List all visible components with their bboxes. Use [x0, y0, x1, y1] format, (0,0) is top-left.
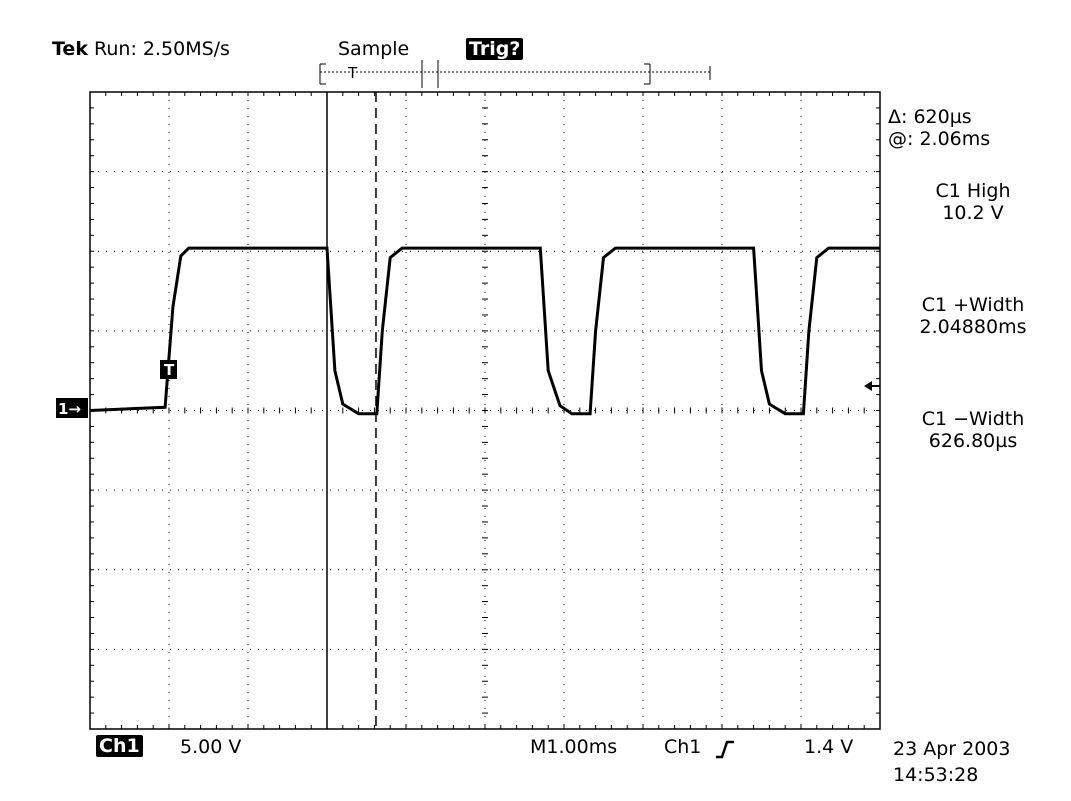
ch1-trace	[89, 246, 880, 416]
cursor-position-readout: @: 2.06ms	[888, 128, 991, 150]
trigger-level-arrow	[864, 381, 880, 391]
capture-date: 23 Apr 2003	[893, 738, 1011, 760]
trigger-level-readout: 1.4 V	[804, 736, 854, 758]
measurement-label: C1 −Width	[921, 408, 1025, 430]
measurement-high: C1 High 10.2 V	[890, 180, 1056, 224]
record-indicator	[319, 60, 711, 88]
channel-ground-marker: 1→	[56, 398, 88, 418]
channel-label-badge: Ch1	[96, 735, 143, 757]
record-trigger-marker: T	[347, 64, 358, 82]
header-status: Tek Run: 2.50MS/s	[52, 38, 230, 60]
trigger-status-badge: Trig?	[466, 38, 524, 60]
run-status: Run: 2.50MS/s	[94, 38, 230, 60]
measurement-pos-width: C1 +Width 2.04880ms	[890, 294, 1056, 338]
trigger-point-label: T	[164, 361, 175, 379]
measurement-value: 2.04880ms	[919, 316, 1027, 338]
volts-per-div: 5.00 V	[180, 736, 242, 758]
measurement-label: C1 High	[935, 180, 1011, 202]
graticule	[89, 91, 881, 730]
measurement-neg-width: C1 −Width 626.80µs	[890, 408, 1056, 452]
cursors	[326, 92, 377, 729]
cursor-delta-readout: Δ: 620µs	[888, 106, 972, 128]
channel-marker-label: 1→	[58, 400, 81, 418]
capture-time: 14:53:28	[893, 764, 979, 786]
trigger-point-marker: T	[160, 360, 177, 379]
measurement-value: 10.2 V	[942, 202, 1004, 224]
trigger-source: Ch1	[664, 736, 702, 758]
timebase-readout: M1.00ms	[530, 736, 618, 758]
measurement-label: C1 +Width	[921, 294, 1025, 316]
acquisition-mode: Sample	[338, 38, 410, 60]
measurement-value: 626.80µs	[928, 430, 1018, 452]
brand-label: Tek	[52, 38, 88, 60]
trigger-slope-rising-icon	[716, 740, 734, 759]
